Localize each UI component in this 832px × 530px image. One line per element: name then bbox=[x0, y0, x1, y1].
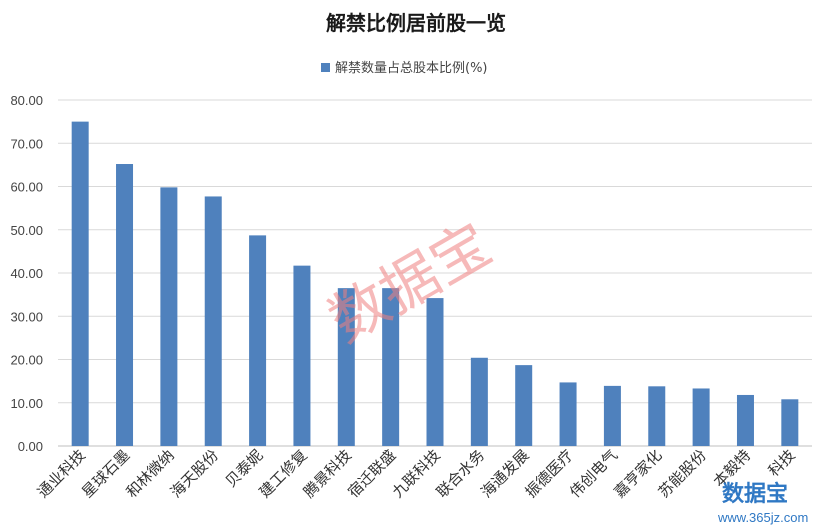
x-tick-label: 苏能股份 bbox=[655, 446, 710, 501]
x-tick-label: 九联科技 bbox=[389, 446, 444, 501]
bar bbox=[559, 382, 577, 446]
x-tick-label: 和林微纳 bbox=[123, 446, 178, 501]
x-tick-label: 振德医疗 bbox=[522, 446, 577, 501]
x-tick-label: 建工修复 bbox=[256, 446, 311, 501]
bar bbox=[249, 235, 267, 446]
y-tick-label: 30.00 bbox=[10, 309, 43, 324]
x-tick-label: 海通发展 bbox=[477, 446, 532, 501]
logo-text: 数据宝 bbox=[722, 481, 788, 507]
bar bbox=[204, 196, 222, 446]
x-tick-label: 海天股份 bbox=[167, 446, 222, 501]
watermark: 数据宝 bbox=[318, 210, 503, 356]
bar bbox=[515, 365, 533, 446]
bar bbox=[781, 399, 799, 446]
bar bbox=[382, 288, 400, 446]
y-axis-ticks: 0.00 10.00 20.00 30.00 40.00 50.00 60.00 70.00 8… bbox=[10, 93, 43, 454]
bar bbox=[736, 394, 754, 446]
x-tick-label: 通业科技 bbox=[34, 446, 89, 501]
bar bbox=[648, 386, 666, 446]
x-tick-label: 科技 bbox=[765, 446, 799, 480]
y-tick-label: 60.00 bbox=[10, 180, 43, 195]
legend-swatch bbox=[321, 63, 330, 72]
bar bbox=[160, 187, 178, 447]
brand-logo: 数据宝 www.365jz.com bbox=[717, 481, 808, 525]
x-tick-label: 星球石墨 bbox=[78, 446, 133, 501]
logo-url: www.365jz.com bbox=[717, 510, 808, 525]
x-tick-label: 宿迁联盛 bbox=[344, 446, 399, 501]
bars bbox=[71, 121, 799, 447]
bar bbox=[116, 164, 134, 446]
x-tick-label: 嘉亨家化 bbox=[610, 446, 665, 501]
y-tick-label: 80.00 bbox=[10, 93, 43, 108]
y-tick-label: 10.00 bbox=[10, 396, 43, 411]
bar bbox=[692, 388, 710, 446]
gridlines bbox=[58, 99, 812, 447]
x-tick-label: 伟创电气 bbox=[566, 446, 621, 501]
y-tick-label: 70.00 bbox=[10, 136, 43, 151]
bar bbox=[293, 265, 311, 446]
chart-title: 解禁比例居前股一览 bbox=[326, 11, 506, 35]
bar bbox=[603, 385, 621, 446]
legend: 解禁数量占总股本比例(%) bbox=[321, 61, 488, 76]
y-tick-label: 50.00 bbox=[10, 223, 43, 238]
bar bbox=[337, 288, 355, 446]
y-tick-label: 40.00 bbox=[10, 266, 43, 281]
bar bbox=[71, 121, 89, 446]
x-tick-label: 腾景科技 bbox=[300, 446, 355, 501]
legend-label: 解禁数量占总股本比例(%) bbox=[335, 61, 488, 76]
bar bbox=[426, 298, 444, 446]
y-tick-label: 0.00 bbox=[18, 439, 43, 454]
y-tick-label: 20.00 bbox=[10, 353, 43, 368]
x-tick-label: 联合水务 bbox=[433, 446, 488, 501]
bar bbox=[470, 357, 488, 446]
